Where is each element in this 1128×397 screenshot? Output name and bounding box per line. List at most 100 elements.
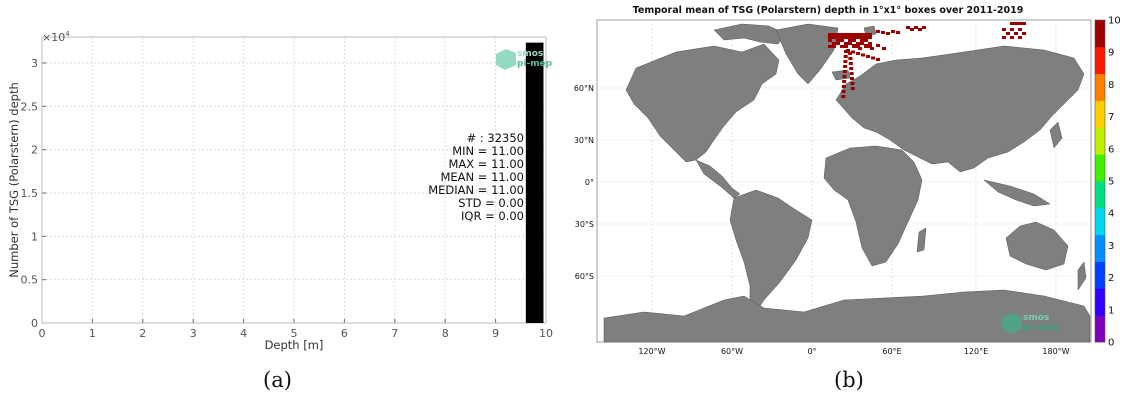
data-cell — [848, 33, 852, 36]
y-tick-label: 0 — [31, 317, 38, 330]
data-cell — [828, 33, 832, 36]
data-cell — [906, 26, 910, 29]
data-cell — [849, 72, 854, 75]
panel-b-caption: (b) — [834, 368, 864, 392]
data-cell — [1018, 28, 1022, 31]
colorbar-tick-label: 2 — [1108, 273, 1114, 284]
data-cell — [856, 45, 860, 48]
longitude-tick-label: 180°W — [1042, 347, 1069, 356]
data-cell — [864, 44, 868, 47]
x-tick-label: 6 — [341, 327, 348, 340]
stat-line: MEAN = 11.00 — [440, 170, 524, 184]
x-tick-label: 8 — [442, 327, 449, 340]
colorbar-tick-label: 6 — [1108, 144, 1114, 155]
data-cell — [868, 45, 872, 48]
longitude-tick-label: 60°W — [721, 347, 743, 356]
x-tick-label: 9 — [492, 327, 499, 340]
data-cell — [910, 28, 914, 31]
data-cell — [841, 95, 846, 98]
data-cell — [860, 39, 864, 42]
data-cell — [891, 30, 895, 33]
colorbar-tick-label: 0 — [1108, 338, 1114, 349]
x-tick-label: 3 — [190, 327, 197, 340]
colorbar-segment — [1095, 181, 1105, 209]
landmass-greenland — [775, 23, 839, 85]
data-cell — [842, 70, 847, 73]
data-cell — [856, 42, 860, 45]
y-tick-label: 2.5 — [21, 100, 39, 113]
data-cell — [914, 26, 918, 29]
y-tick-label: 1.5 — [21, 187, 39, 200]
x-axis-label: Depth [m] — [265, 338, 324, 352]
x-tick-label: 7 — [391, 327, 398, 340]
colorbar-segment — [1095, 154, 1105, 182]
data-cell — [828, 39, 832, 42]
landmass-japan — [1049, 121, 1063, 149]
longitude-tick-label: 120°E — [964, 347, 988, 356]
colorbar-segment — [1095, 234, 1105, 262]
data-cell — [841, 90, 846, 93]
y-tick-label: 3 — [31, 57, 38, 70]
data-cell — [864, 33, 868, 36]
stat-line: # : 32350 — [467, 131, 524, 145]
data-cell — [860, 36, 864, 39]
colorbar-segment — [1095, 73, 1105, 101]
colorbar-tick-label: 9 — [1108, 48, 1114, 59]
data-cell — [876, 44, 880, 47]
landmass-eurasia — [835, 45, 1085, 173]
landmass-new-zealand — [1077, 261, 1087, 291]
colorbar-segment — [1095, 207, 1105, 236]
data-cell — [876, 30, 880, 33]
data-cell — [870, 47, 874, 50]
histogram-bars — [525, 42, 544, 324]
data-cell — [881, 31, 885, 34]
panel-a-caption: (a) — [263, 368, 292, 392]
data-cell — [868, 36, 872, 39]
data-cell — [840, 45, 844, 48]
data-cell — [864, 39, 868, 42]
stat-line: STD = 0.00 — [458, 196, 524, 210]
data-cell — [852, 33, 856, 36]
data-cell — [896, 31, 900, 34]
data-cell — [856, 33, 860, 36]
logo-text-line2: pi-mep — [517, 59, 553, 69]
stat-line: IQR = 0.00 — [461, 209, 524, 223]
data-cell — [848, 36, 852, 39]
y-tick-labels: 0 0.5 1 1.5 2 2.5 3 — [21, 57, 39, 330]
colorbar-tick-label: 3 — [1108, 241, 1114, 252]
data-cell — [832, 42, 836, 45]
data-cell — [843, 65, 848, 68]
data-cell — [1006, 32, 1010, 35]
data-cell — [876, 58, 880, 61]
data-cell — [868, 33, 872, 36]
data-cell — [836, 36, 840, 39]
y-multiplier: ×104 — [42, 30, 70, 44]
x-tick-label: 0 — [39, 327, 46, 340]
latitude-tick-label: 0° — [585, 178, 594, 187]
data-cell — [844, 36, 848, 39]
histogram-bar — [525, 42, 544, 324]
data-cell — [836, 39, 840, 42]
colorbar-tick-label: 5 — [1108, 177, 1114, 188]
longitude-tick-labels: 120°W 60°W 0° 60°E 120°E 180°W — [638, 347, 1069, 356]
y-tick-label: 2 — [31, 144, 38, 157]
logo-text-line2: pi-mep — [1023, 323, 1059, 333]
data-cell — [861, 53, 865, 57]
colorbar-segment — [1095, 46, 1105, 75]
landmass-canadian-arctic — [713, 23, 787, 45]
data-cell — [1014, 22, 1018, 25]
data-cell — [852, 39, 856, 42]
colorbar: 0 1 2 3 4 5 6 7 8 9 10 — [1094, 16, 1121, 349]
histogram-chart: 0 1 2 3 4 5 6 7 8 9 10 0 0.5 1 1.5 2 2.5 3 ×104 Depth [m… — [7, 30, 553, 352]
data-cell — [843, 55, 848, 58]
landmass-australia — [1005, 221, 1069, 271]
data-cell — [860, 33, 864, 36]
data-cell — [848, 57, 853, 60]
stat-line: MAX = 11.00 — [448, 157, 524, 171]
longitude-tick-label: 120°W — [638, 347, 665, 356]
data-cell — [842, 75, 847, 78]
stat-line: MIN = 11.00 — [452, 144, 524, 158]
data-cell — [856, 36, 860, 39]
land-masses — [603, 23, 1091, 343]
